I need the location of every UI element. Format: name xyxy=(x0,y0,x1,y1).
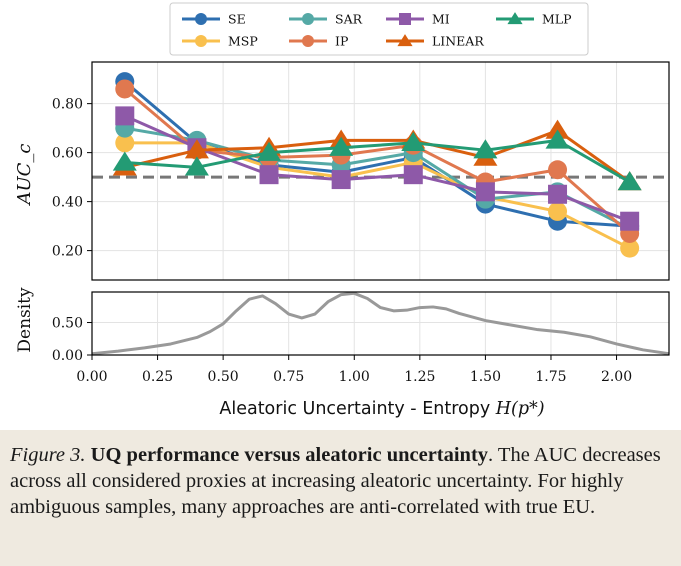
series-line-linear xyxy=(124,129,631,184)
legend-label-mi: MI xyxy=(432,12,450,27)
legend-label-sar: SAR xyxy=(335,12,363,27)
ytick-label-upper-2: 0.60 xyxy=(52,146,83,162)
xtick-label-2: 0.50 xyxy=(208,369,239,385)
xtick-label-7: 1.75 xyxy=(535,369,566,385)
legend-label-se: SE xyxy=(228,12,246,27)
xtick-label-8: 2.00 xyxy=(601,369,632,385)
legend-marker-linear xyxy=(397,34,413,47)
legend-label-ip: IP xyxy=(335,34,348,49)
ytick-label-lower-1: 0.50 xyxy=(52,316,83,332)
xtick-label-3: 0.75 xyxy=(273,369,304,385)
legend-marker-mi xyxy=(399,13,411,25)
point-linear-1 xyxy=(184,139,209,159)
point-ip-6 xyxy=(548,160,568,180)
ytick-label-lower-0: 0.00 xyxy=(52,348,83,364)
legend-label-msp: MSP xyxy=(228,34,258,49)
caption-title: UQ performance versus aleatoric uncertai… xyxy=(90,444,489,466)
point-mi-0 xyxy=(115,106,135,126)
legend-label-linear: LINEAR xyxy=(432,34,484,49)
legend: SE SAR MI MLP MSP IP LINEAR xyxy=(169,2,589,56)
x-axis-label-text: Aleatoric Uncertainty - Entropy xyxy=(219,399,495,419)
point-mlp-1 xyxy=(184,156,209,176)
point-mi-5 xyxy=(475,182,495,202)
xtick-label-5: 1.25 xyxy=(404,369,435,385)
xtick-label-0: 0.00 xyxy=(76,369,107,385)
point-mi-7 xyxy=(620,211,640,231)
point-mlp-4 xyxy=(401,131,426,152)
point-mi-6 xyxy=(548,184,568,204)
ytick-label-upper-1: 0.40 xyxy=(52,195,83,211)
series-line-mlp xyxy=(124,138,631,184)
plot-area-upper xyxy=(92,62,669,280)
y-axis-label-auc: AUC_c xyxy=(14,143,35,206)
legend-marker-msp xyxy=(195,35,207,47)
point-mlp-5 xyxy=(473,139,498,159)
figure: 0.20 0.40 0.60 0.80 0.00 0.50 SE SAR MI MLP MSP I… xyxy=(0,0,681,430)
ytick-label-upper-3: 0.80 xyxy=(52,97,83,113)
ytick-label-upper-0: 0.20 xyxy=(52,244,83,260)
density-curve xyxy=(91,291,670,356)
point-mlp-6 xyxy=(545,129,570,149)
point-mlp-7 xyxy=(617,171,642,191)
series-line-mi xyxy=(124,114,631,223)
xtick-label-6: 1.50 xyxy=(470,369,501,385)
point-linear-6 xyxy=(545,119,570,139)
caption-text: . The AUC decreases across all considere… xyxy=(10,444,661,518)
xtick-label-4: 1.00 xyxy=(339,369,370,385)
plot-frame-upper xyxy=(91,61,670,281)
point-msp-0 xyxy=(115,133,135,153)
legend-box xyxy=(169,2,589,56)
series-line-msp xyxy=(124,141,631,250)
point-mi-3 xyxy=(331,170,351,190)
plot-frame-lower xyxy=(91,291,670,356)
figure-caption: Figure 3. UQ performance versus aleatori… xyxy=(10,442,674,520)
point-mlp-0 xyxy=(112,151,137,171)
point-ip-0 xyxy=(115,79,135,99)
point-mlp-2 xyxy=(257,141,282,161)
auc-chart: 0.20 0.40 0.60 0.80 xyxy=(52,61,670,281)
point-msp-7 xyxy=(620,238,640,258)
y-axis-label-density: Density xyxy=(15,287,35,353)
point-mlp-3 xyxy=(329,136,354,156)
legend-marker-se xyxy=(195,13,207,25)
caption-label: Figure 3. xyxy=(10,444,86,466)
point-mi-4 xyxy=(403,165,423,185)
point-msp-6 xyxy=(548,201,568,221)
xtick-label-1: 0.25 xyxy=(142,369,173,385)
legend-marker-mlp xyxy=(507,12,523,25)
plot-area-lower xyxy=(92,292,669,355)
density-chart: 0.00 0.50 xyxy=(52,291,670,364)
x-axis-label: Aleatoric Uncertainty - Entropy H(p*) xyxy=(219,399,544,419)
x-axis-label-math: H(p*) xyxy=(495,399,545,419)
legend-label-mlp: MLP xyxy=(542,12,572,27)
legend-marker-sar xyxy=(302,13,314,25)
x-axis-ticks: 0.00 0.25 0.50 0.75 1.00 1.25 1.50 1.75 2.00 xyxy=(76,355,632,385)
point-mi-2 xyxy=(259,165,279,185)
legend-marker-ip xyxy=(302,35,314,47)
